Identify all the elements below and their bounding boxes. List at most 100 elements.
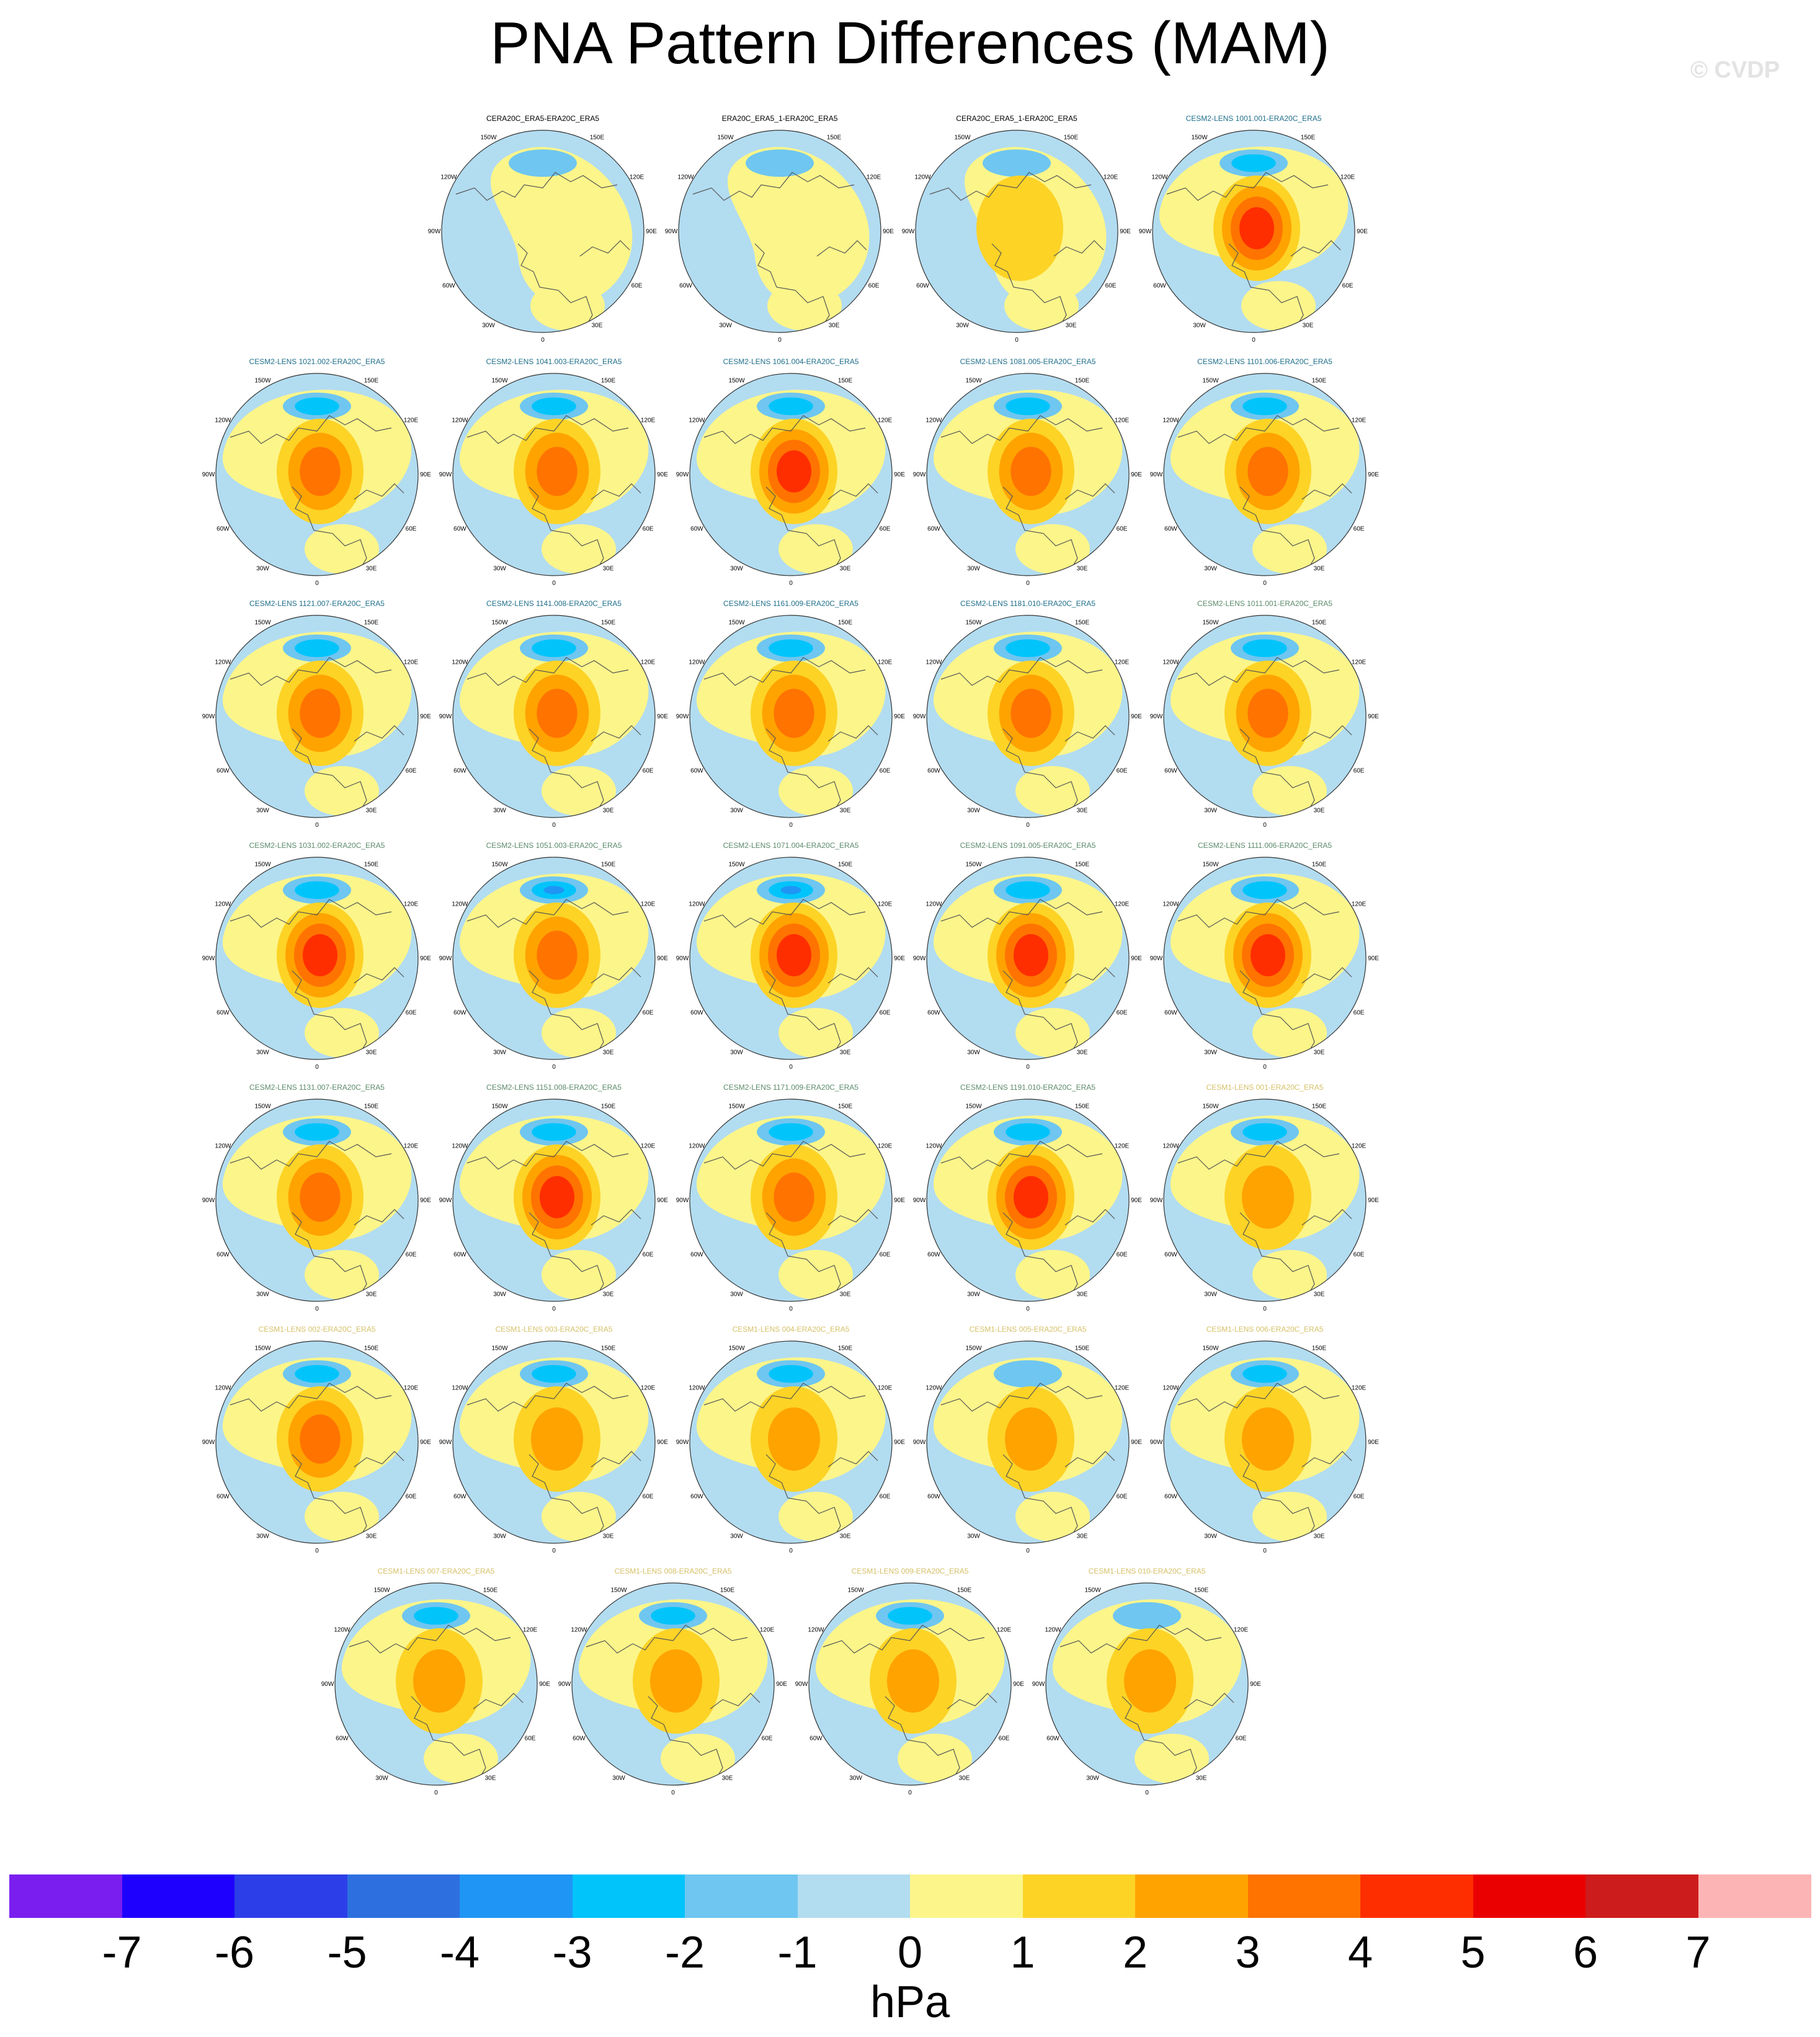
map-panel: CESM2-LENS 1071.004-ERA20C_ERA5180150E12… xyxy=(673,840,909,1076)
longitude-label: 90E xyxy=(1120,228,1131,235)
panel-title: ERA20C_ERA5_1-ERA20C_ERA5 xyxy=(721,114,838,123)
longitude-label: 90W xyxy=(795,1681,808,1688)
panel-title: CESM2-LENS 1071.004-ERA20C_ERA5 xyxy=(723,841,859,850)
longitude-label: 60E xyxy=(868,283,880,290)
longitude-label: 90E xyxy=(776,1681,787,1688)
colorbar-cell xyxy=(234,1874,347,1918)
longitude-label: 120E xyxy=(878,1143,893,1150)
map-panel: CESM1-LENS 010-ERA20C_ERA5180150E120E90E… xyxy=(1029,1566,1265,1802)
map-panel: CESM2-LENS 1131.007-ERA20C_ERA5180150E12… xyxy=(199,1082,435,1318)
longitude-label: 0 xyxy=(778,337,782,344)
panel-title: CESM2-LENS 1051.003-ERA20C_ERA5 xyxy=(486,841,622,850)
longitude-label: 60W xyxy=(927,768,940,775)
longitude-label: 0 xyxy=(315,1064,319,1071)
longitude-label: 150E xyxy=(957,1587,972,1593)
longitude-label: 120W xyxy=(215,659,231,666)
longitude-label: 150E xyxy=(1312,861,1327,868)
longitude-label: 90W xyxy=(202,1197,215,1204)
longitude-label: 150E xyxy=(1301,134,1316,141)
longitude-label: 0 xyxy=(1026,580,1030,587)
longitude-label: 150E xyxy=(838,619,853,626)
panel-title: CESM1-LENS 003-ERA20C_ERA5 xyxy=(495,1325,613,1334)
panel-title: CESM2-LENS 1121.007-ERA20C_ERA5 xyxy=(249,599,385,608)
longitude-label: 90E xyxy=(420,471,431,478)
longitude-label: 150E xyxy=(1194,1587,1209,1593)
longitude-label: 120W xyxy=(926,901,942,908)
polar-map: 180150E120E90E60E30E030W60W90W120W150W xyxy=(676,615,905,829)
colorbar-tick-label: -6 xyxy=(214,1928,255,1977)
longitude-label: 90E xyxy=(1357,228,1368,235)
longitude-label: 30E xyxy=(603,566,614,573)
polar-map: 180150E120E90E60E30E030W60W90W120W150W xyxy=(439,615,668,829)
longitude-label: 150E xyxy=(483,1587,498,1593)
longitude-label: 150E xyxy=(838,1103,853,1110)
polar-map: 180150E120E90E60E30E030W60W90W120W150W xyxy=(1150,1340,1379,1554)
longitude-label: 30E xyxy=(1303,323,1314,329)
longitude-label: 60W xyxy=(810,1736,823,1742)
longitude-label: 90W xyxy=(676,1439,689,1446)
longitude-label: 30W xyxy=(967,808,980,814)
longitude-label: 30E xyxy=(603,1050,614,1056)
longitude-label: 0 xyxy=(541,337,545,344)
longitude-label: 120E xyxy=(1352,1385,1367,1392)
map-panel: CESM1-LENS 006-ERA20C_ERA5180150E120E90E… xyxy=(1147,1324,1383,1560)
longitude-label: 30W xyxy=(730,808,743,814)
longitude-label: 90E xyxy=(1131,713,1142,720)
longitude-label: 60W xyxy=(1164,1494,1177,1500)
longitude-label: 120E xyxy=(1352,659,1367,666)
longitude-label: 150W xyxy=(254,619,271,626)
colorbar-tick-label: 3 xyxy=(1235,1928,1260,1977)
longitude-label: 90E xyxy=(1131,1197,1142,1204)
longitude-label: 90E xyxy=(657,471,668,478)
longitude-label: 90W xyxy=(321,1681,334,1688)
longitude-label: 60E xyxy=(406,768,417,775)
longitude-label: 30W xyxy=(256,566,269,573)
panel-title: CESM2-LENS 1191.010-ERA20C_ERA5 xyxy=(960,1083,1095,1092)
longitude-label: 60W xyxy=(453,768,466,775)
longitude-label: 150W xyxy=(965,377,982,384)
longitude-label: 90W xyxy=(202,471,215,478)
panel-title: CESM1-LENS 008-ERA20C_ERA5 xyxy=(614,1567,732,1576)
longitude-label: 0 xyxy=(1015,337,1019,344)
polar-map: 180150E120E90E60E30E030W60W90W120W150W xyxy=(439,857,668,1071)
longitude-label: 90W xyxy=(676,955,689,962)
longitude-label: 150E xyxy=(1075,1345,1090,1352)
map-panel: CESM1-LENS 001-ERA20C_ERA5180150E120E90E… xyxy=(1147,1082,1383,1318)
longitude-label: 0 xyxy=(315,580,319,587)
longitude-label: 150W xyxy=(728,1103,745,1110)
longitude-label: 90E xyxy=(1368,1439,1379,1446)
colorbar-cell xyxy=(685,1874,798,1918)
longitude-label: 60W xyxy=(1164,768,1177,775)
panel-grid: CERA20C_ERA5-ERA20C_ERA5180150E120E90E60… xyxy=(199,114,1383,1802)
longitude-label: 0 xyxy=(1026,1306,1030,1313)
longitude-label: 30E xyxy=(840,1533,851,1540)
longitude-label: 30W xyxy=(1086,1775,1099,1782)
longitude-label: 150W xyxy=(254,1103,271,1110)
longitude-label: 60W xyxy=(1046,1736,1059,1742)
longitude-label: 150E xyxy=(838,861,853,868)
longitude-label: 150W xyxy=(728,861,745,868)
longitude-label: 120W xyxy=(689,1385,705,1392)
longitude-label: 0 xyxy=(315,822,319,829)
colorbar-cell xyxy=(910,1874,1023,1918)
panel-title: CESM2-LENS 1091.005-ERA20C_ERA5 xyxy=(960,841,1096,850)
longitude-label: 120W xyxy=(1045,1627,1061,1634)
longitude-label: 120W xyxy=(452,1143,468,1150)
longitude-label: 60W xyxy=(442,283,455,290)
longitude-label: 120W xyxy=(1162,659,1179,666)
longitude-label: 30W xyxy=(375,1775,388,1782)
longitude-label: 0 xyxy=(1252,337,1256,344)
longitude-label: 120W xyxy=(1162,417,1179,424)
longitude-label: 30W xyxy=(493,1050,506,1056)
longitude-label: 30E xyxy=(366,1533,377,1540)
longitude-label: 0 xyxy=(552,580,556,587)
panel-title: CESM1-LENS 006-ERA20C_ERA5 xyxy=(1206,1325,1324,1334)
colorbar-tick-label: -2 xyxy=(664,1928,705,1977)
longitude-label: 0 xyxy=(434,1790,438,1796)
map-panel: ERA20C_ERA5_1-ERA20C_ERA5180150E120E90E6… xyxy=(662,114,898,349)
colorbar-units: hPa xyxy=(870,1977,950,2027)
longitude-label: 150W xyxy=(491,619,508,626)
longitude-label: 90E xyxy=(1368,713,1379,720)
longitude-label: 90E xyxy=(646,228,657,235)
longitude-label: 150W xyxy=(491,861,508,868)
